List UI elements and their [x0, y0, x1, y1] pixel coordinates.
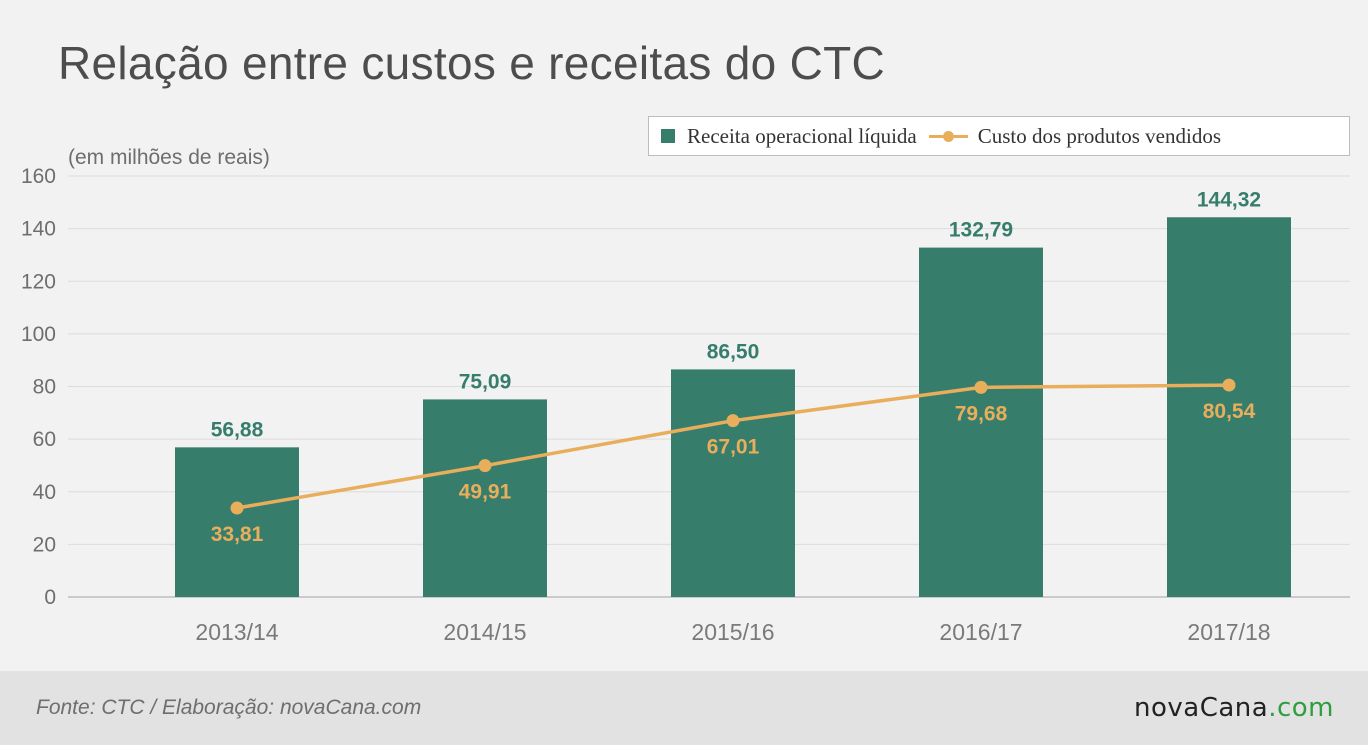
chart-legend: Receita operacional líquida Custo dos pr… — [648, 116, 1350, 156]
y-tick-label: 100 — [21, 323, 56, 346]
bar-value-label: 86,50 — [707, 340, 760, 363]
point-value-label: 79,68 — [955, 402, 1008, 425]
brand-logo: novaCana.com — [1134, 693, 1334, 723]
chart-title: Relação entre custos e receitas do CTC — [58, 37, 886, 89]
bar-receita — [1167, 217, 1291, 597]
legend-label-receita: Receita operacional líquida — [687, 123, 917, 148]
bar-value-label: 144,32 — [1197, 188, 1261, 211]
y-tick-label: 120 — [21, 270, 56, 293]
brand-name: novaCana — [1134, 693, 1269, 723]
point-value-label: 49,91 — [459, 481, 512, 504]
x-tick-label: 2017/18 — [1187, 619, 1270, 645]
point-custo — [726, 414, 740, 428]
point-custo — [478, 459, 492, 473]
x-tick-label: 2013/14 — [195, 619, 278, 645]
point-value-label: 67,01 — [707, 436, 760, 459]
chart-plot: 0 20 40 60 80 100 120 140 160 56,88 75,09 86,50 132,… — [21, 165, 1350, 645]
bar-value-label: 56,88 — [211, 418, 264, 441]
y-tick-label: 80 — [33, 376, 56, 399]
y-tick-label: 0 — [44, 586, 56, 609]
point-custo — [230, 501, 244, 515]
point-value-label: 33,81 — [211, 523, 264, 546]
y-tick-label: 160 — [21, 165, 56, 188]
legend-swatch-receita — [661, 129, 675, 143]
point-value-label: 80,54 — [1203, 400, 1256, 423]
bar-value-label: 132,79 — [949, 219, 1013, 242]
x-tick-label: 2016/17 — [939, 619, 1022, 645]
x-tick-label: 2015/16 — [691, 619, 774, 645]
point-custo — [1222, 378, 1236, 392]
source-note: Fonte: CTC / Elaboração: novaCana.com — [36, 696, 422, 719]
point-custo — [974, 380, 988, 394]
footer-bar: Fonte: CTC / Elaboração: novaCana.com no… — [0, 671, 1368, 745]
bar-receita — [919, 247, 1043, 597]
bar-receita — [423, 399, 547, 597]
bar-receita — [175, 447, 299, 597]
y-tick-label: 20 — [33, 533, 56, 556]
y-axis-unit-note: (em milhões de reais) — [68, 146, 270, 169]
bar-receita — [671, 369, 795, 597]
legend-swatch-custo — [928, 130, 968, 142]
y-tick-label: 60 — [33, 428, 56, 451]
bar-value-label: 75,09 — [459, 370, 512, 393]
brand-domain: .com — [1268, 693, 1334, 723]
y-tick-label: 140 — [21, 218, 56, 241]
x-tick-label: 2014/15 — [443, 619, 526, 645]
y-tick-label: 40 — [33, 481, 56, 504]
legend-label-custo: Custo dos produtos vendidos — [977, 123, 1221, 148]
